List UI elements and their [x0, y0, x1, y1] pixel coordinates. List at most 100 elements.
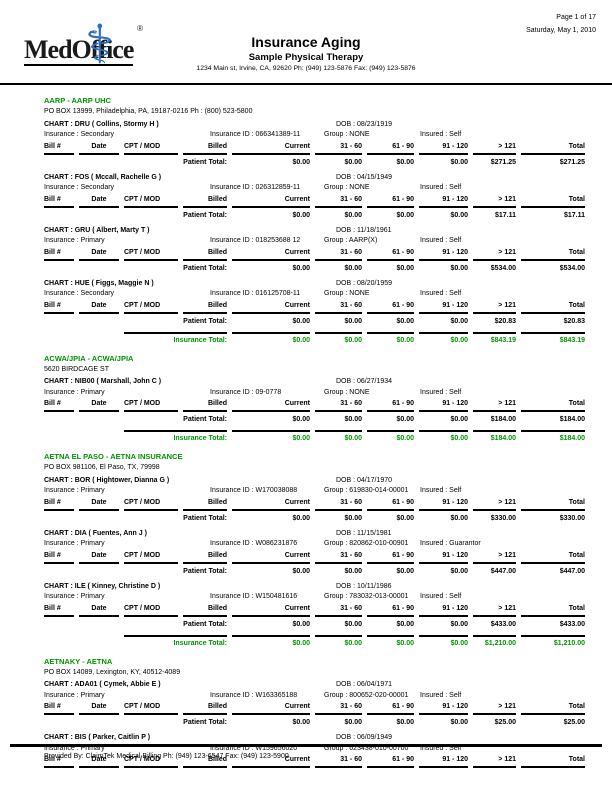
insurance-total-value: $0.00: [367, 634, 414, 650]
footer-provided-by: Provided By: ClaimTek Medical Billing Ph…: [44, 753, 289, 760]
insured-label: Insured : Self: [420, 290, 462, 297]
patient-total-value: $0.00: [292, 211, 310, 219]
insurance-label: Insurance : Primary: [44, 388, 105, 396]
patient-total-value: $0.00: [396, 620, 414, 628]
column-header: 31 - 60: [315, 195, 362, 208]
column-header: Billed: [183, 142, 227, 155]
logo-wordmark: MedOffice: [24, 35, 134, 66]
patient-block: CHART : ILE ( Kinney, Christine D ) DOB :…: [44, 582, 592, 631]
patient-total-label: Patient Total:: [183, 211, 227, 219]
registered-trademark-icon: ®: [137, 24, 143, 33]
patient-block: CHART : FOS ( Mccall, Rachelle G ) DOB : …: [44, 173, 592, 222]
insurance-id-label: Insurance ID : W163365188: [210, 691, 298, 699]
insurance-total-row: Insurance Total: $0.00 $0.00 $0.00 $0.00 $184…: [44, 430, 592, 445]
column-header: CPT / MOD: [124, 702, 178, 715]
insurance-total-value: $843.19: [521, 331, 585, 347]
patient-total-label: Patient Total:: [183, 158, 227, 166]
medoffice-logo: ⚕ MedOffice ®: [21, 17, 143, 78]
chart-label: CHART : ADA01 ( Cymek, Abbie E ): [44, 681, 161, 688]
column-header: Current: [232, 551, 310, 564]
insured-label: Insured : Self: [420, 744, 462, 752]
column-header: CPT / MOD: [124, 498, 178, 511]
header-divider: [0, 83, 612, 85]
patient-total-value: $0.00: [396, 264, 414, 272]
insurance-id-label: Insurance ID : 018253688 12: [210, 237, 301, 244]
patient-total-value: $25.00: [494, 719, 516, 726]
patient-total-label: Patient Total:: [183, 264, 227, 272]
column-header: Bill #: [44, 195, 74, 208]
column-header: 61 - 90: [367, 551, 414, 564]
dob-label: DOB : 08/20/1959: [336, 279, 393, 287]
column-header: Billed: [183, 702, 227, 715]
payer-address: PO BOX 14089, Lexington, KY, 40512-4089: [44, 668, 181, 676]
patient-total-value: $0.00: [344, 719, 362, 726]
footer-divider: [10, 744, 602, 747]
aging-columns-header: Bill # Date CPT / MOD Billed Current 31 - 60 6…: [44, 301, 592, 314]
column-header: Bill #: [44, 399, 74, 412]
column-header: Date: [79, 248, 119, 261]
column-header: 31 - 60: [315, 399, 362, 412]
patient-total-value: $0.00: [396, 514, 414, 522]
column-header: > 121: [473, 248, 516, 261]
patient-block: CHART : DIA ( Fuentes, Ann J ) DOB : 11/1…: [44, 529, 592, 578]
insurance-label: Insurance : Secondary: [44, 184, 115, 191]
insurance-total-value: $0.00: [419, 634, 468, 650]
insurance-total-value: $0.00: [419, 331, 468, 347]
insurance-total-label: Insurance Total:: [124, 331, 227, 347]
column-header: Current: [232, 604, 310, 617]
column-header: Bill #: [44, 551, 74, 564]
patient-block: CHART : DRU ( Collins, Stormy H ) DOB : 0…: [44, 120, 592, 169]
patient-total-label: Patient Total:: [183, 416, 227, 423]
insurance-label: Insurance : Primary: [44, 540, 105, 547]
patient-total-row: Patient Total: $0.00 $0.00 $0.00 $0.00 $20.83…: [44, 315, 592, 328]
insurance-label: Insurance : Secondary: [44, 290, 115, 297]
column-header: Total: [521, 248, 585, 261]
aging-columns-header: Bill # Date CPT / MOD Billed Current 31 - 60 6…: [44, 551, 592, 564]
column-header: Bill #: [44, 755, 74, 768]
column-header: > 121: [473, 195, 516, 208]
patient-total-value: $184.00: [490, 416, 516, 423]
column-header: 31 - 60: [315, 755, 362, 768]
column-header: 31 - 60: [315, 301, 362, 314]
column-header: Current: [232, 248, 310, 261]
column-header: > 121: [473, 551, 516, 564]
insurance-total-value: $0.00: [315, 430, 362, 445]
insured-label: Insured : Self: [420, 131, 462, 138]
column-header: Date: [79, 399, 119, 412]
insurance-total-value: $0.00: [367, 430, 414, 445]
insurance-row: Insurance : Primary Insurance ID : W08623…: [44, 539, 592, 550]
patient-total-value: $0.00: [292, 317, 310, 325]
dob-label: DOB : 11/18/1961: [336, 226, 392, 234]
column-header: Total: [521, 195, 585, 208]
dob-label: DOB : 10/11/1986: [336, 582, 392, 590]
patient-total-value: $0.00: [292, 264, 310, 272]
column-header: 91 - 120: [419, 702, 468, 715]
patient-total-label: Patient Total:: [183, 567, 227, 575]
insurance-total-label: Insurance Total:: [124, 430, 227, 445]
patient-total-value: $0.00: [396, 211, 414, 219]
insurance-section: ACWA/JPIA - ACWA/JPIA 5620 BIRDCAGE ST CHA…: [44, 353, 592, 446]
column-header: 91 - 120: [419, 301, 468, 314]
patient-total-value: $0.00: [292, 567, 310, 575]
insured-label: Insured : Self: [420, 487, 462, 494]
patient-total-value: $271.25: [490, 158, 516, 166]
report-body: AARP - AARP UHC PO BOX 13999, Philadelphi…: [0, 86, 612, 768]
column-header: > 121: [473, 604, 516, 617]
column-header: 61 - 90: [367, 604, 414, 617]
patient-block: CHART : GRU ( Albert, Marty T ) DOB : 11/…: [44, 226, 592, 275]
column-header: 31 - 60: [315, 702, 362, 715]
dob-label: DOB : 06/09/1949: [336, 734, 393, 741]
column-header: Bill #: [44, 702, 74, 715]
insurance-section: AETNA EL PASO - AETNA INSURANCE PO BOX 98…: [44, 451, 592, 650]
patient-total-value: $20.83: [494, 317, 516, 325]
group-label: Group : NONE: [324, 290, 370, 297]
insurance-label: Insurance : Primary: [44, 593, 105, 600]
patient-total-value: $271.25: [559, 158, 585, 166]
insurance-row: Insurance : Secondary Insurance ID : 0663…: [44, 130, 592, 141]
chart-label: CHART : DIA ( Fuentes, Ann J ): [44, 529, 147, 537]
patient-total-value: $17.11: [494, 211, 516, 219]
insurance-row: Insurance : Secondary Insurance ID : 0161…: [44, 289, 592, 300]
patient-total-value: $0.00: [344, 620, 362, 628]
insurance-id-label: Insurance ID : W170038088: [210, 487, 298, 494]
insured-label: Insured : Self: [420, 388, 462, 396]
